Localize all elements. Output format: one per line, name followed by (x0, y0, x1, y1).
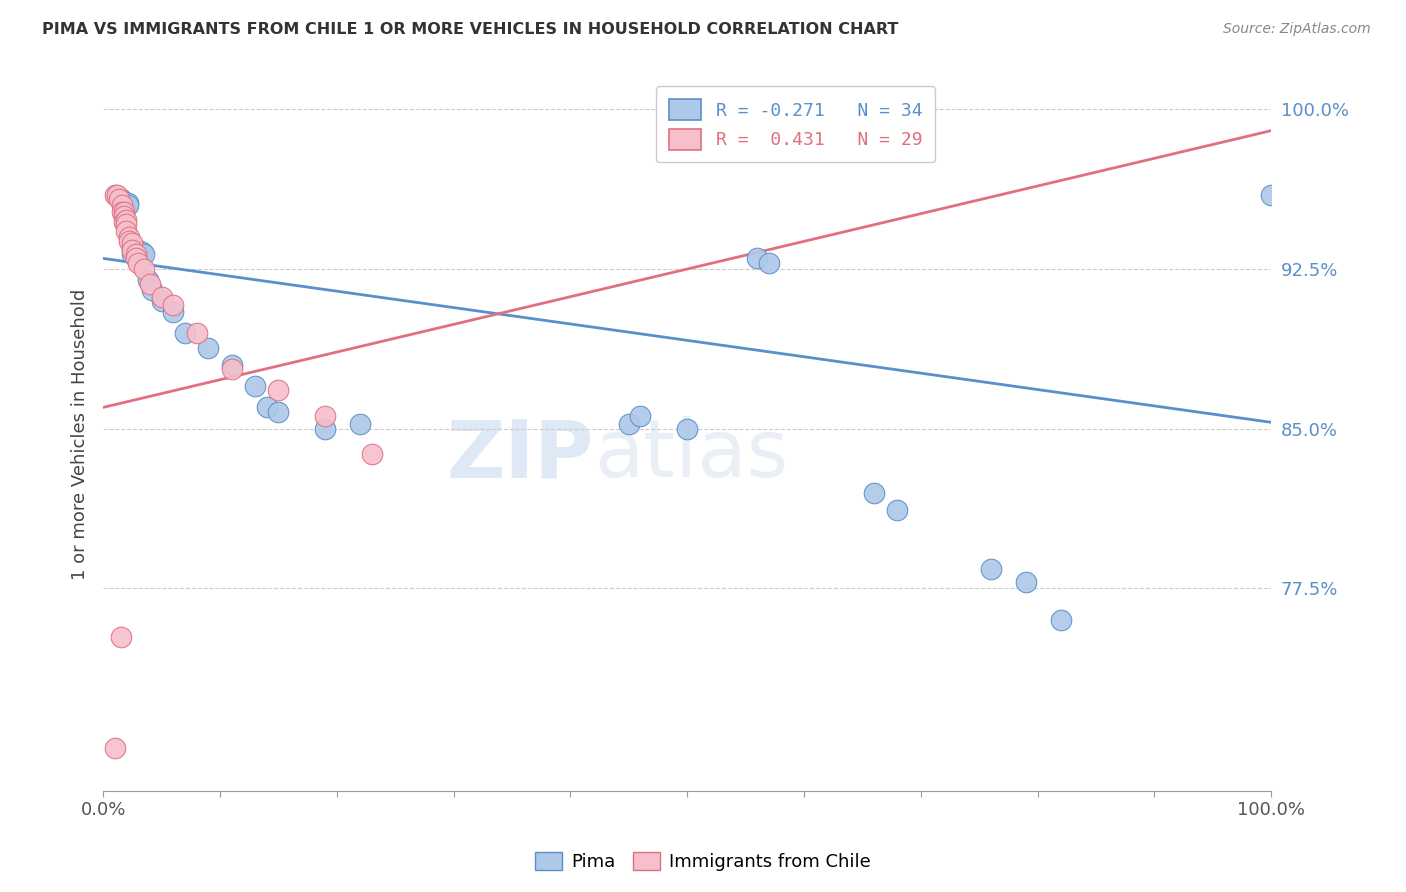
Legend: R = -0.271   N = 34, R =  0.431   N = 29: R = -0.271 N = 34, R = 0.431 N = 29 (657, 87, 935, 162)
Point (360, 447, 382, 461)
Point (150, 290, 173, 304)
Point (108, 192, 131, 206)
Point (121, 243, 143, 257)
Point (1050, 613, 1073, 627)
Point (886, 502, 908, 516)
Point (118, 235, 141, 249)
Point (747, 252, 769, 266)
Point (104, 187, 127, 202)
Point (131, 245, 153, 260)
Point (173, 326, 195, 340)
Point (628, 409, 651, 423)
Point (127, 243, 149, 257)
Point (125, 247, 148, 261)
Text: atlas: atlas (593, 417, 787, 494)
Point (111, 194, 134, 208)
Point (110, 630, 132, 644)
Point (112, 215, 135, 229)
Point (221, 362, 243, 376)
Point (125, 243, 148, 257)
Point (267, 405, 290, 419)
Text: Source: ZipAtlas.com: Source: ZipAtlas.com (1223, 22, 1371, 37)
Point (125, 252, 148, 266)
Point (141, 283, 163, 297)
Point (115, 224, 138, 238)
Point (314, 422, 336, 436)
Point (267, 384, 290, 398)
Point (105, 187, 128, 202)
Point (104, 741, 127, 756)
Text: ZIP: ZIP (447, 417, 593, 494)
Point (162, 304, 184, 318)
Point (863, 485, 886, 500)
Point (121, 247, 143, 261)
Point (1015, 574, 1038, 589)
Point (150, 293, 173, 308)
Point (110, 192, 132, 206)
Point (111, 198, 134, 212)
Point (127, 255, 149, 269)
Point (162, 298, 184, 312)
Point (112, 204, 135, 219)
Y-axis label: 1 or more Vehicles in Household: 1 or more Vehicles in Household (72, 288, 89, 580)
Point (980, 562, 1002, 576)
Point (349, 417, 371, 432)
Text: PIMA VS IMMIGRANTS FROM CHILE 1 OR MORE VEHICLES IN HOUSEHOLD CORRELATION CHART: PIMA VS IMMIGRANTS FROM CHILE 1 OR MORE … (42, 22, 898, 37)
Point (617, 417, 640, 432)
Point (112, 209, 135, 223)
Point (132, 247, 155, 261)
Point (243, 379, 266, 393)
Point (110, 192, 132, 206)
Point (256, 401, 278, 415)
Point (136, 273, 159, 287)
Point (111, 204, 134, 219)
Point (314, 409, 336, 423)
Point (221, 358, 243, 372)
Point (115, 213, 138, 227)
Point (117, 198, 139, 212)
Point (118, 230, 141, 244)
Point (197, 341, 219, 355)
Point (676, 422, 699, 436)
Point (115, 217, 138, 231)
Point (121, 236, 143, 251)
Point (139, 277, 162, 291)
Legend: Pima, Immigrants from Chile: Pima, Immigrants from Chile (527, 845, 879, 879)
Point (758, 255, 780, 269)
Point (186, 326, 208, 340)
Point (1260, 187, 1282, 202)
Point (132, 262, 155, 277)
Point (117, 196, 139, 211)
Point (121, 243, 143, 257)
